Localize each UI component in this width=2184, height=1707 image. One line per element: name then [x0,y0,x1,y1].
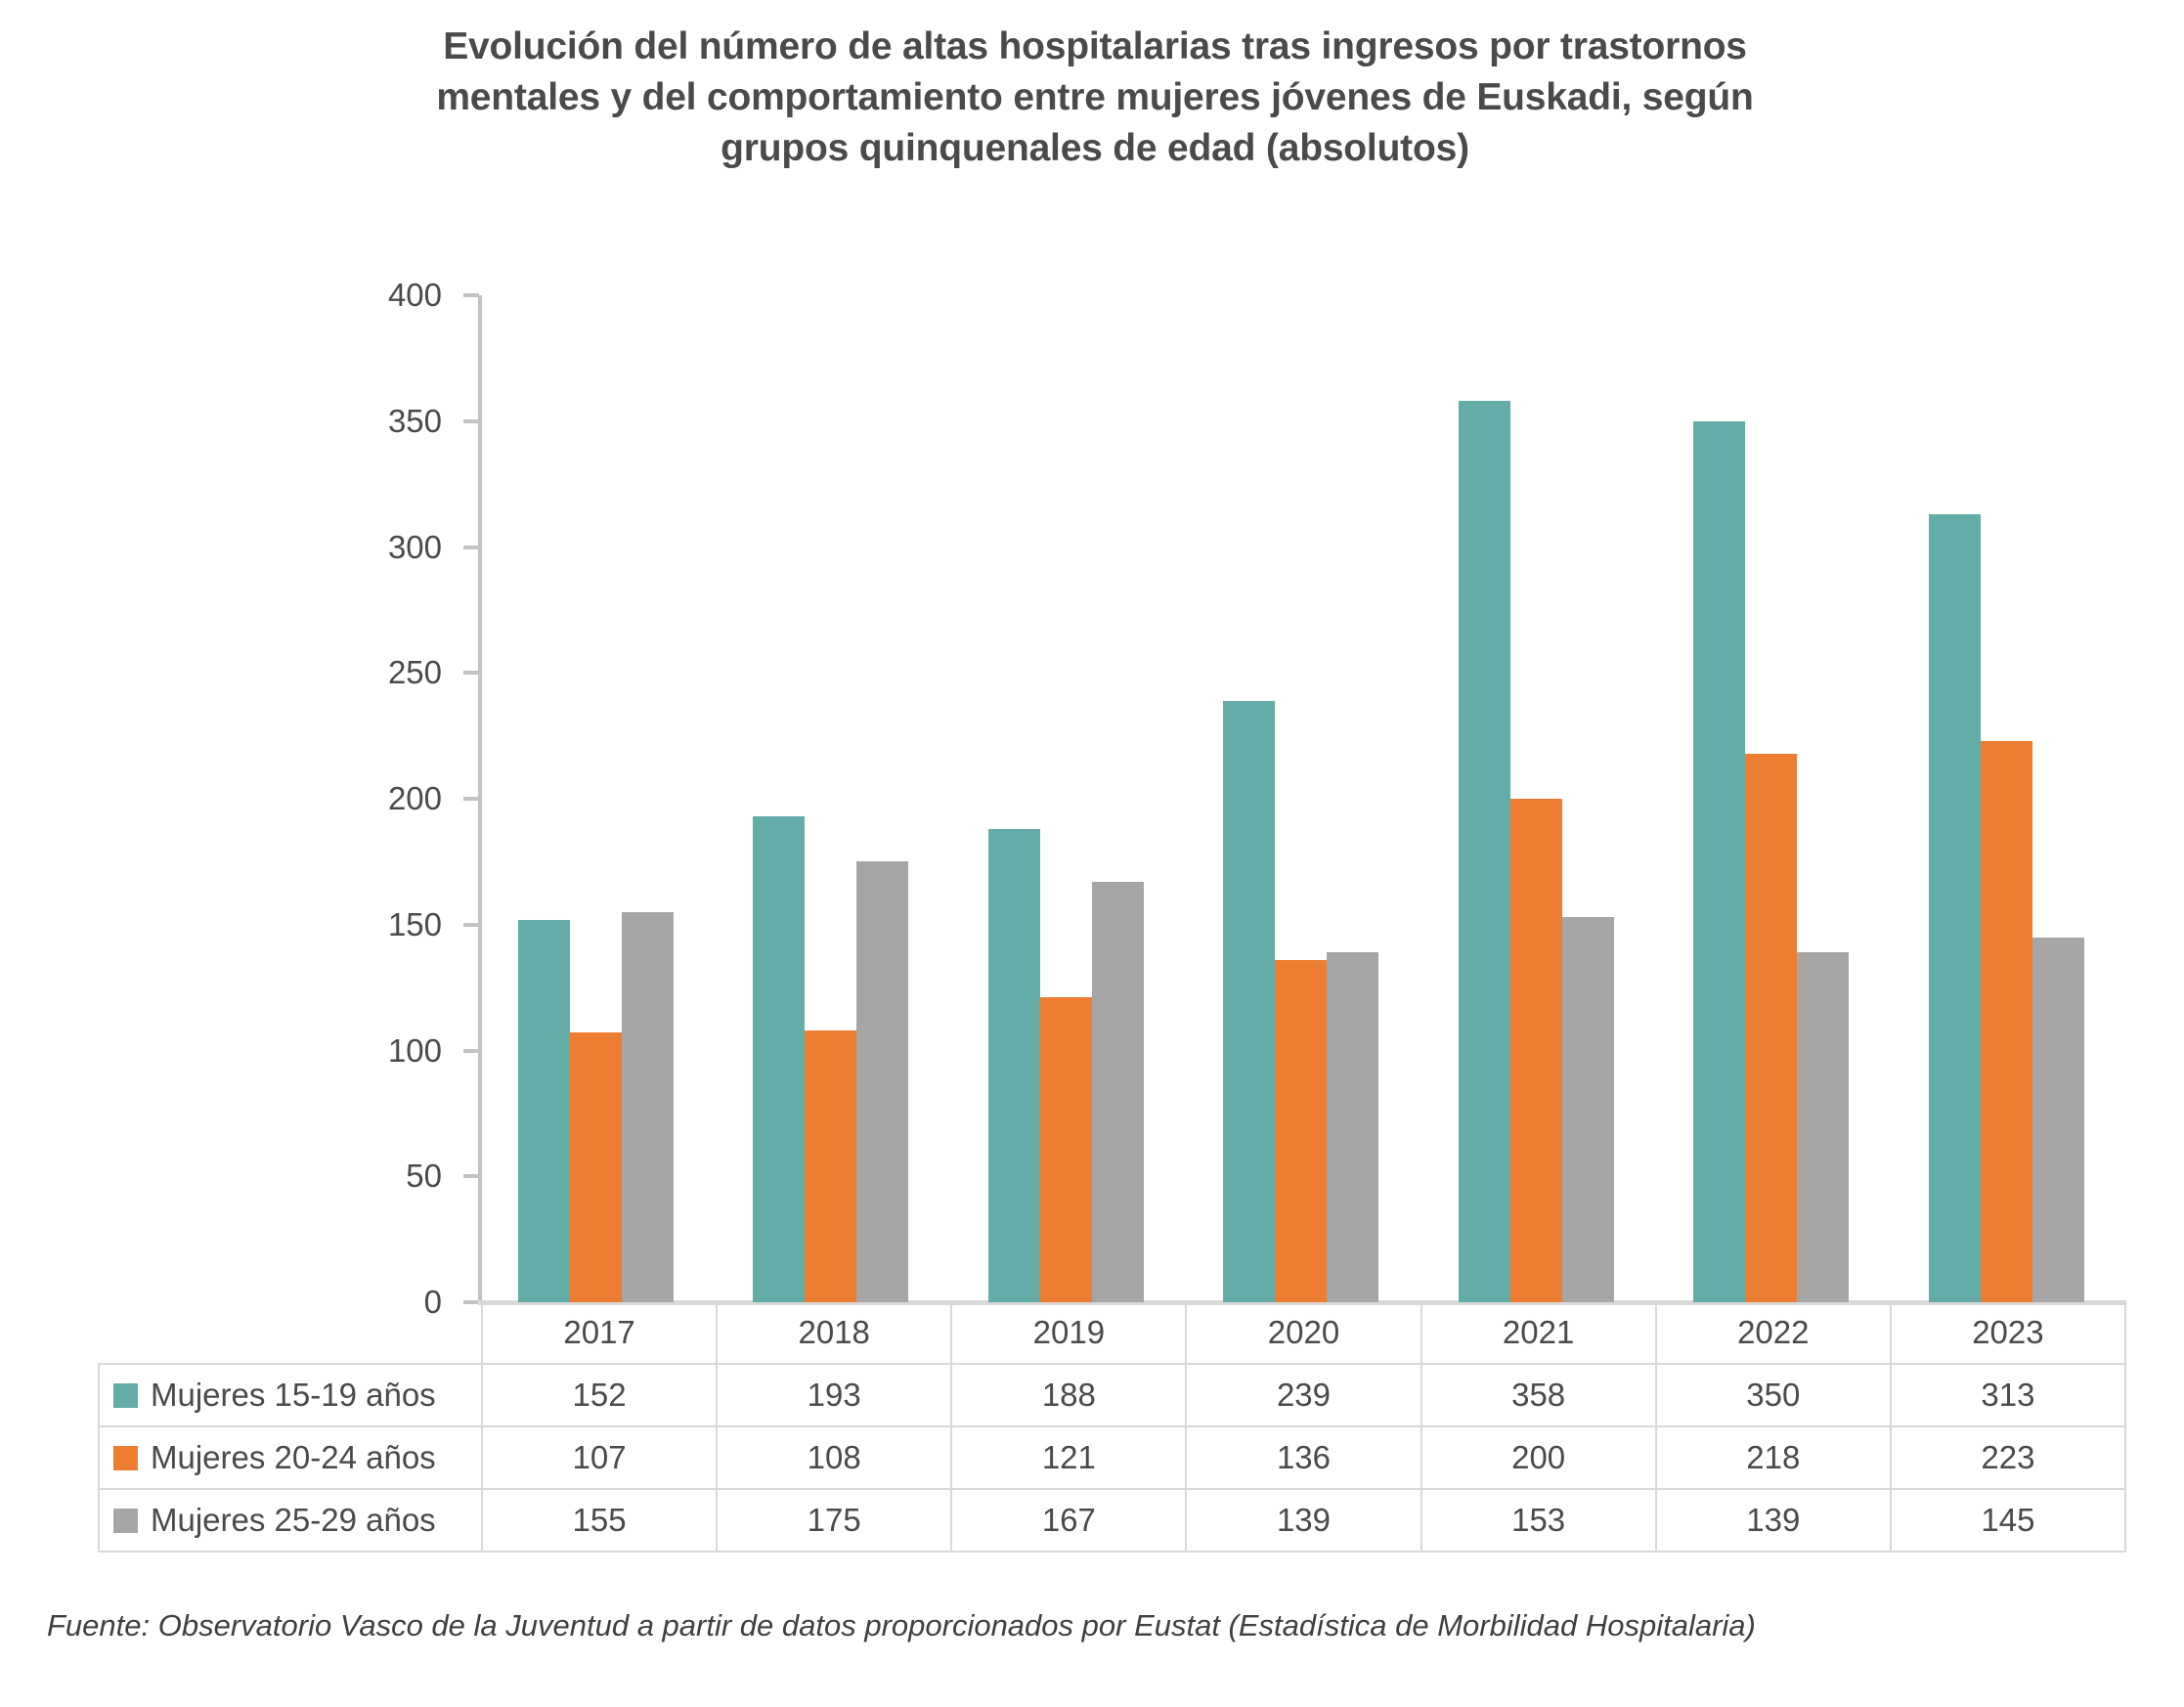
y-axis-tick-mark [463,1174,479,1179]
y-axis-tick-mark [463,671,479,676]
table-col-header-2018: 2018 [716,1302,953,1365]
bar[interactable] [622,911,674,1302]
table-cell: 350 [1654,1363,1892,1427]
bar[interactable] [518,919,570,1302]
table-cell: 167 [950,1488,1188,1553]
chart-plot-area: 400 350 300 250 200 150 100 50 0 [332,0,2126,1369]
table-cell: 313 [1889,1363,2127,1427]
table-cell: 175 [716,1488,953,1553]
table-col-header-2019: 2019 [950,1302,1188,1365]
table-cell: 145 [1889,1488,2127,1553]
legend-label: Mujeres 25-29 años [151,1502,436,1538]
bar-group-2022 [1656,295,1891,1302]
bar-series-container [481,295,2126,1302]
legend-swatch-icon [113,1383,138,1408]
table-row: Mujeres 25-29 años 155 175 167 139 153 139 145 [98,1488,2127,1553]
bar[interactable] [805,1029,857,1302]
bar[interactable] [1458,401,1510,1302]
bar[interactable] [1223,700,1276,1302]
legend-label: Mujeres 15-19 años [151,1377,436,1413]
legend-entry[interactable]: Mujeres 15-19 años [98,1363,483,1427]
y-axis-tick-label: 0 [423,1284,442,1320]
title-line-2: mentales y del comportamiento entre muje… [436,76,1754,118]
table-header-row: 2017 2018 2019 2020 2021 2022 2023 [99,1302,2127,1365]
bar-group-2021 [1421,295,1656,1302]
legend-swatch-icon [113,1446,138,1470]
bar-group-2017 [481,295,716,1302]
bar-group-2019 [951,295,1186,1302]
table-cell: 193 [716,1363,953,1427]
table-col-header-2021: 2021 [1420,1302,1657,1365]
y-axis-tick-mark [463,797,479,801]
table-col-header-2017: 2017 [480,1302,719,1365]
bar[interactable] [1091,881,1144,1302]
table-cell: 239 [1185,1363,1422,1427]
bar[interactable] [1693,420,1746,1302]
legend-label: Mujeres 20-24 años [151,1439,436,1475]
title-line-1: Evolución del número de altas hospitalar… [443,25,1747,67]
bar-group-2023 [1892,295,2126,1302]
table-cell: 136 [1185,1425,1422,1490]
y-axis-tick-mark [463,293,479,297]
bar[interactable] [570,1032,622,1302]
bar[interactable] [753,816,806,1302]
table-cell: 223 [1889,1425,2127,1490]
table-cell: 155 [480,1488,719,1553]
y-axis-tick-label: 50 [406,1158,442,1195]
y-axis-tick-mark [463,1048,479,1053]
bar[interactable] [1327,952,1379,1302]
table-cell: 121 [950,1425,1188,1490]
table-cell: 200 [1420,1425,1657,1490]
legend-entry[interactable]: Mujeres 25-29 años [98,1488,483,1553]
page-title: Evolución del número de altas hospitalar… [284,22,1906,174]
table-col-header-2020: 2020 [1185,1302,1422,1365]
bar[interactable] [1275,959,1328,1302]
y-axis-tick-label: 150 [387,905,442,942]
y-axis-tick-label: 250 [387,654,442,691]
source-note: Fuente: Observatorio Vasco de la Juventu… [47,1608,1756,1642]
table-cell: 358 [1420,1363,1657,1427]
y-axis-tick-mark [463,1300,479,1304]
bar[interactable] [856,861,909,1302]
table-cell: 188 [950,1363,1188,1427]
y-axis-tick-label: 200 [387,780,442,816]
y-axis-tick-label: 400 [387,277,442,313]
chart-data-table: 2017 2018 2019 2020 2021 2022 2023 Mujeres 15-1… [98,1302,2127,1553]
bar[interactable] [2031,937,2084,1302]
y-axis-tick-label: 350 [387,402,442,439]
table-cell: 153 [1420,1488,1657,1553]
table-col-header-2023: 2023 [1889,1302,2127,1365]
table-cell: 139 [1185,1488,1422,1553]
table-row: Mujeres 15-19 años 152 193 188 239 358 350 313 [98,1363,2127,1427]
y-axis-tick-label: 300 [387,528,442,565]
legend-entry[interactable]: Mujeres 20-24 años [98,1425,483,1490]
title-line-3: grupos quinquenales de edad (absolutos) [721,127,1469,169]
bar-group-2018 [716,295,950,1302]
table-cell: 139 [1654,1488,1892,1553]
bar[interactable] [1745,753,1798,1302]
table-row: Mujeres 20-24 años 107 108 121 136 200 218 223 [98,1425,2127,1490]
table-cell: 152 [480,1363,719,1427]
legend-swatch-icon [113,1509,138,1533]
table-cell: 107 [480,1425,719,1490]
y-axis-tick-mark [463,545,479,549]
bar[interactable] [987,828,1040,1302]
y-axis-tick-label: 100 [387,1031,442,1069]
bar[interactable] [1561,917,1614,1302]
y-axis-line [478,295,482,1304]
table-col-header-2022: 2022 [1654,1302,1892,1365]
table-corner-cell [99,1302,482,1364]
table-cell: 218 [1654,1425,1892,1490]
bar[interactable] [1509,799,1562,1302]
bar-group-2020 [1186,295,1420,1302]
bar[interactable] [1797,952,1850,1302]
y-axis-labels: 400 350 300 250 200 150 100 50 0 [332,0,459,1369]
bar[interactable] [1980,740,2032,1302]
y-axis-tick-mark [463,922,479,927]
y-axis-tick-mark [463,418,479,423]
bar[interactable] [1039,997,1092,1302]
bar[interactable] [1928,514,1981,1302]
table-cell: 108 [716,1425,953,1490]
